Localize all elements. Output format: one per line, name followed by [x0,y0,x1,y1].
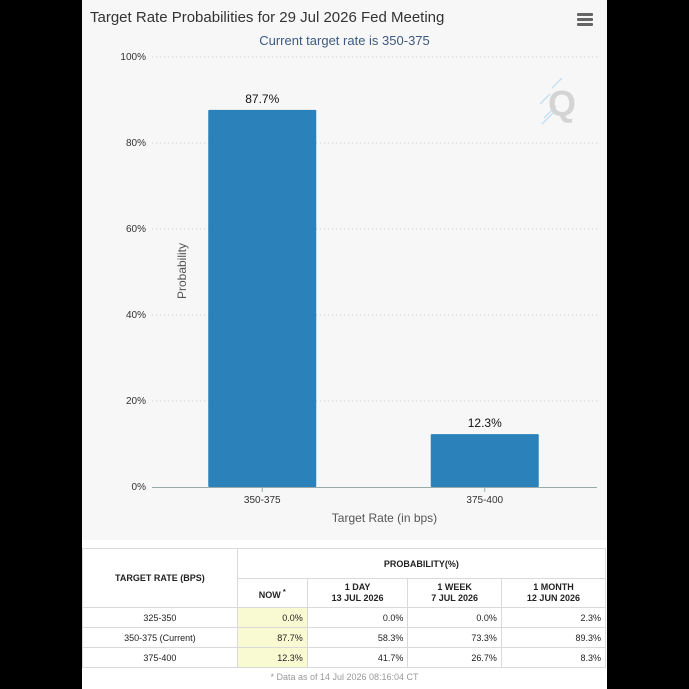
data-timestamp-footnote: * Data as of 14 Jul 2026 08:16:04 CT [270,672,419,682]
probability-table: TARGET RATE (BPS) PROBABILITY(%) NOW * 1 … [82,548,607,668]
x-tick-label: 375-400 [466,495,503,506]
target-rate-cell: 325-350 [82,607,238,628]
probability-cell: 87.7% [236,627,308,648]
column-header-1-week: 1 WEEK 7 JUL 2026 [407,578,502,608]
y-tick-label: 60% [126,224,146,235]
probability-cell: 0.0% [236,607,308,628]
probability-cell: 0.0% [306,607,409,628]
column-header-1-month: 1 MONTH 12 JUN 2026 [500,578,607,608]
y-tick-label: 100% [120,52,146,63]
logo-letter: Q [548,83,576,124]
column-header-1-day: 1 DAY 13 JUL 2026 [306,578,409,608]
probability-table-wrap: TARGET RATE (BPS) PROBABILITY(%) NOW * 1 … [82,548,607,668]
header-target-rate: TARGET RATE (BPS) [82,548,238,608]
column-header-date: 13 JUL 2026 [331,593,384,603]
chart-title: Target Rate Probabilities for 29 Jul 202… [90,9,445,26]
probability-cell: 0.0% [407,607,502,628]
target-rate-cell: 375-400 [82,647,238,668]
header-probability: PROBABILITY(%) [236,548,607,579]
probability-cell: 89.3% [500,627,607,648]
bar-value-label: 87.7% [245,92,279,106]
table-row: 350-375 (Current) 87.7% 58.3% 73.3% 89.3% [82,627,607,648]
probability-cell: 26.7% [407,647,502,668]
column-header-period: NOW [258,589,281,600]
table-row: 375-400 12.3% 41.7% 26.7% 8.3% [82,647,607,668]
y-axis-title: Probability [175,243,189,299]
column-header-date: 7 JUL 2026 [431,593,479,603]
column-header-now: NOW * [236,578,308,608]
hamburger-menu-icon[interactable] [577,13,593,27]
x-axis-title: Target Rate (in bps) [332,511,437,525]
column-header-period: 1 MONTH [533,582,574,592]
bar-value-label: 12.3% [468,416,502,430]
y-tick-label: 80% [126,138,146,149]
column-header-period: 1 DAY [344,582,371,592]
bar-chart: 0% 20% 40% 60% 80% 100% 87.7% 350-375 12.3% 375-4… [120,52,597,525]
column-header-period: 1 WEEK [437,582,472,592]
bar-375-400 [430,434,539,487]
chart-area: Target Rate Probabilities for 29 Jul 202… [82,0,607,540]
column-header-date: 12 JUN 2026 [526,593,580,603]
probability-cell: 12.3% [236,647,308,668]
column-header-mark: * [280,586,286,596]
probability-cell: 58.3% [306,627,409,648]
y-tick-label: 40% [126,310,146,321]
fed-probability-panel: Target Rate Probabilities for 29 Jul 202… [82,0,607,689]
q-logo-icon: Q [540,77,576,125]
probability-cell: 8.3% [500,647,607,668]
probability-cell: 2.3% [500,607,607,628]
x-tick-label: 350-375 [244,495,281,506]
probability-cell: 41.7% [306,647,409,668]
table-row: 325-350 0.0% 0.0% 0.0% 2.3% [82,607,607,628]
bar-350-375 [208,109,317,487]
y-tick-label: 0% [132,482,147,493]
target-rate-cell: 350-375 (Current) [82,627,238,648]
chart-subtitle: Current target rate is 350-375 [259,33,430,48]
y-tick-label: 20% [126,396,146,407]
probability-cell: 73.3% [407,627,502,648]
